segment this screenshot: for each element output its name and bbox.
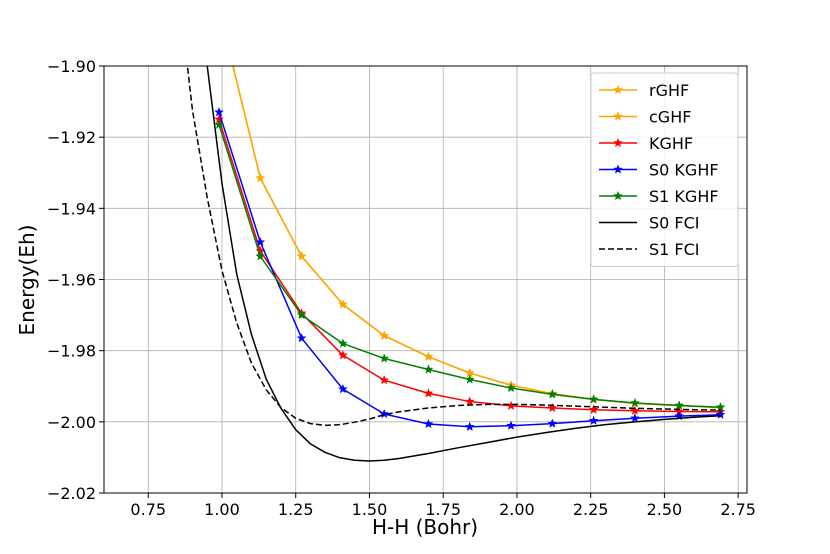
data-point-s0-kghf [588, 415, 599, 425]
y-tick-label: −1.90 [47, 57, 96, 76]
data-point-s1-kghf [337, 338, 348, 348]
data-point-rghf [215, 5, 224, 13]
data-point-kghf [423, 388, 434, 398]
y-tick-label: −1.96 [47, 271, 96, 290]
data-point-kghf [337, 350, 348, 360]
data-point-s0-kghf [464, 421, 475, 432]
data-point-s0-kghf [379, 408, 390, 419]
data-point-s1-kghf [506, 382, 517, 393]
x-tick-label: 2.50 [647, 500, 683, 519]
legend-marker-kghf [613, 137, 623, 148]
data-point-kghf [629, 405, 640, 416]
data-point-kghf [547, 402, 558, 413]
data-point-cghf [296, 251, 307, 261]
legend-label-cghf: cGHF [649, 108, 691, 127]
legend-label-rghf: rGHF [649, 81, 689, 100]
data-point-s1-kghf [255, 251, 266, 261]
data-point-s1-kghf [629, 397, 640, 408]
data-point-cghf [379, 330, 390, 340]
x-tick-label: 0.75 [130, 500, 166, 519]
legend: rGHF cGHF KGHF S0 KGHF S1 KGHF S0 FCI S1 FCI [590, 72, 739, 267]
data-point-cghf [423, 351, 434, 361]
legend-label-s1-kghf: S1 KGHF [649, 187, 719, 206]
data-point-cghf [215, 5, 224, 13]
data-point-s1-kghf [464, 374, 475, 384]
series-line-s0-fci [206, 66, 721, 462]
y-tick-label: −2.02 [47, 484, 96, 503]
legend-label-s0-kghf: S0 KGHF [649, 161, 719, 180]
data-point-s0-kghf [337, 383, 348, 394]
data-point-s1-kghf [674, 400, 685, 410]
data-point-s1-kghf [715, 402, 726, 412]
x-tick-label: 1.25 [278, 500, 314, 519]
data-point-cghf [337, 299, 348, 309]
x-tick-label: 1.00 [204, 500, 240, 519]
x-tick-label: 1.50 [352, 500, 388, 519]
data-point-s0-kghf [715, 409, 726, 419]
y-axis-label: Energy(Eh) [15, 225, 39, 336]
data-point-s0-kghf [547, 418, 558, 428]
axis-ticks: 0.75 1.00 1.25 1.50 1.75 2.00 2.25 2.50 2.75 −2.0… [47, 57, 756, 519]
data-point-s1-kghf [423, 364, 434, 374]
data-point-kghf [588, 404, 599, 414]
x-tick-label: 2.25 [573, 500, 609, 519]
data-point-kghf [379, 374, 390, 385]
data-point-s0-kghf [423, 418, 434, 429]
legend-label-kghf: KGHF [649, 134, 693, 153]
series-lines [186, 5, 726, 462]
data-point-s0-kghf [506, 420, 517, 430]
series-line-s1-fci [186, 66, 721, 427]
y-tick-label: −1.92 [47, 128, 96, 147]
data-point-cghf [255, 172, 266, 183]
y-tick-label: −1.94 [47, 199, 96, 218]
data-point-s1-kghf [547, 389, 558, 399]
x-tick-label: 2.75 [720, 500, 756, 519]
data-point-s0-kghf [214, 107, 224, 117]
data-point-s1-kghf [214, 119, 224, 129]
x-tick-label: 2.00 [499, 500, 535, 519]
data-point-s1-kghf [296, 309, 307, 320]
data-point-s1-kghf [588, 394, 599, 404]
y-tick-label: −2.00 [47, 413, 96, 432]
legend-marker-rghf [613, 84, 623, 95]
y-tick-label: −1.98 [47, 342, 96, 361]
data-point-kghf [464, 396, 475, 406]
legend-marker-s0-kghf [613, 164, 623, 174]
data-point-s0-kghf [255, 236, 266, 247]
legend-marker-cghf [613, 111, 623, 121]
data-point-s0-kghf [629, 413, 640, 423]
legend-label-s1-fci: S1 FCI [649, 240, 700, 259]
data-point-s1-kghf [379, 353, 390, 363]
legend-marker-s1-kghf [613, 190, 623, 201]
x-tick-label: 1.75 [425, 500, 461, 519]
x-axis-label: H-H (Bohr) [372, 515, 478, 539]
data-point-s0-kghf [296, 332, 307, 343]
legend-box [590, 72, 739, 267]
legend-label-s0-fci: S0 FCI [649, 214, 700, 233]
